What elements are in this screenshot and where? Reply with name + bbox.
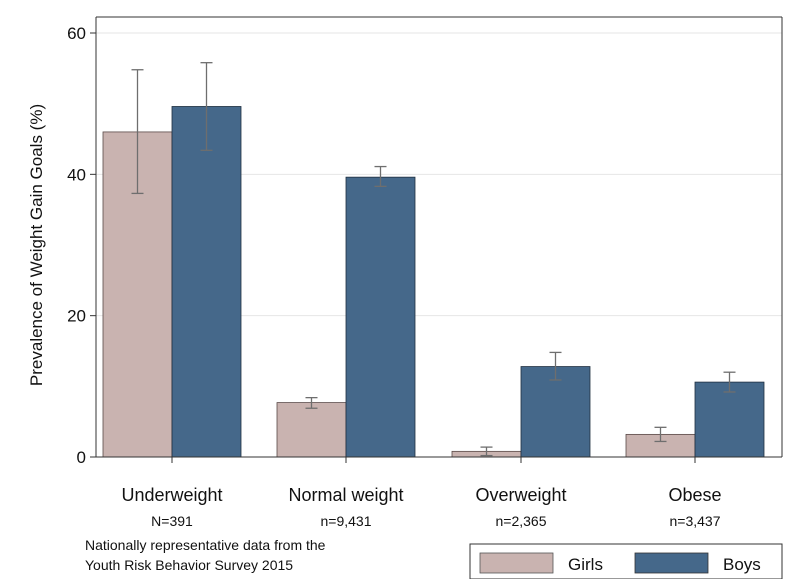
legend-swatch-boys <box>634 552 709 574</box>
x-category-label: Overweight <box>475 485 566 505</box>
y-ticks: 0 20 40 60 <box>67 24 96 467</box>
bar-boys <box>694 381 765 458</box>
y-tick-label: 40 <box>67 165 86 184</box>
sample-size-label: n=2,365 <box>496 513 547 529</box>
y-tick-label: 0 <box>77 448 86 467</box>
sample-size-label: n=9,431 <box>321 513 372 529</box>
error-bar-boys <box>374 165 387 187</box>
error-bar-girls <box>131 69 144 195</box>
x-category-label: Normal weight <box>288 485 403 505</box>
legend-label-boys: Boys <box>723 555 761 574</box>
note-line-1: Nationally representative data from the <box>85 537 326 553</box>
note-line-2: Youth Risk Behavior Survey 2015 <box>85 557 293 573</box>
bar-boys <box>345 176 416 458</box>
error-bar-girls <box>305 396 318 409</box>
x-category-label: Obese <box>668 485 721 505</box>
legend-label-girls: Girls <box>568 555 603 574</box>
axes <box>95 16 783 458</box>
sample-size-label: n=3,437 <box>670 513 721 529</box>
error-bars <box>131 62 736 457</box>
sample-size-label: N=391 <box>151 513 193 529</box>
bar-girls <box>276 402 347 458</box>
error-bar-girls <box>480 446 493 457</box>
error-bar-girls <box>654 426 667 443</box>
legend-swatch-girls <box>479 552 554 574</box>
error-bar-boys <box>549 351 562 381</box>
x-category-label: Underweight <box>121 485 222 505</box>
error-bar-boys <box>723 371 736 393</box>
y-tick-label: 20 <box>67 307 86 326</box>
y-axis-title: Prevalence of Weight Gain Goals (%) <box>27 104 46 386</box>
bar-boys <box>171 106 242 458</box>
y-tick-label: 60 <box>67 24 86 43</box>
x-category-labels: Underweight N=391 Normal weight n=9,431 Over… <box>121 457 722 529</box>
error-bar-boys <box>200 62 213 151</box>
legend: Girls Boys <box>469 543 783 579</box>
